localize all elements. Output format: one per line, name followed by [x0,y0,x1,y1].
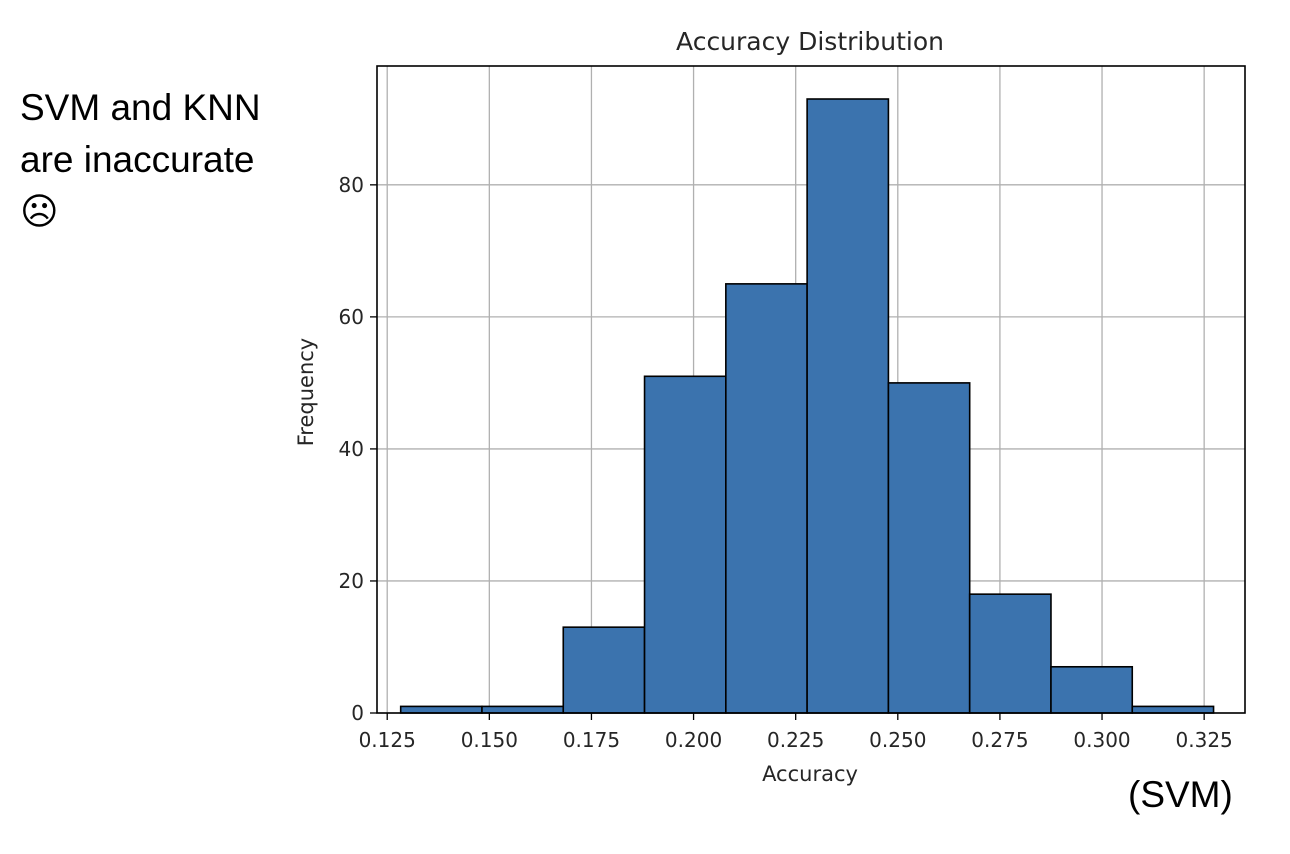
plot-frame [376,65,1246,714]
x-axis-ticks: 0.125 0.150 0.175 0.200 0.225 0.250 0.275 0.300… [359,713,1233,752]
histogram-bar [643,375,727,714]
histogram-bar [562,626,646,714]
sad-face-icon: ☹ [20,191,59,232]
y-tick-label: 0 [351,701,364,725]
side-note-line-2: are inaccurate [20,139,255,180]
y-axis-label: Frequency [294,338,318,447]
y-axis-ticks: 0 20 40 60 80 [339,173,377,725]
model-label: (SVM) [1128,774,1233,815]
x-tick-label: 0.275 [971,728,1028,752]
x-tick-label: 0.150 [461,728,518,752]
x-tick-label: 0.125 [359,728,416,752]
x-tick-label: 0.250 [869,728,926,752]
y-tick-label: 60 [339,305,364,329]
histogram-bar [806,98,890,714]
x-tick-label: 0.325 [1176,728,1233,752]
histogram-bar [725,283,808,714]
x-tick-label: 0.175 [563,728,620,752]
x-tick-label: 0.300 [1073,728,1130,752]
y-tick-label: 80 [339,173,364,197]
histogram-bar [1050,665,1134,714]
histogram-bar [887,382,971,714]
histogram-bars [399,98,1215,714]
y-tick-label: 40 [339,437,364,461]
x-axis-label: Accuracy [762,762,858,786]
histogram-bar [399,705,483,714]
side-note-line-1: SVM and KNN [20,87,261,128]
side-note: SVM and KNN are inaccurate ☹ [20,82,310,238]
histogram-bar [481,705,565,714]
x-tick-label: 0.200 [665,728,722,752]
histogram-bar [1131,705,1215,714]
y-tick-label: 20 [339,569,364,593]
histogram-bar [968,593,1052,714]
chart-title: Accuracy Distribution [676,27,944,56]
x-tick-label: 0.225 [767,728,824,752]
